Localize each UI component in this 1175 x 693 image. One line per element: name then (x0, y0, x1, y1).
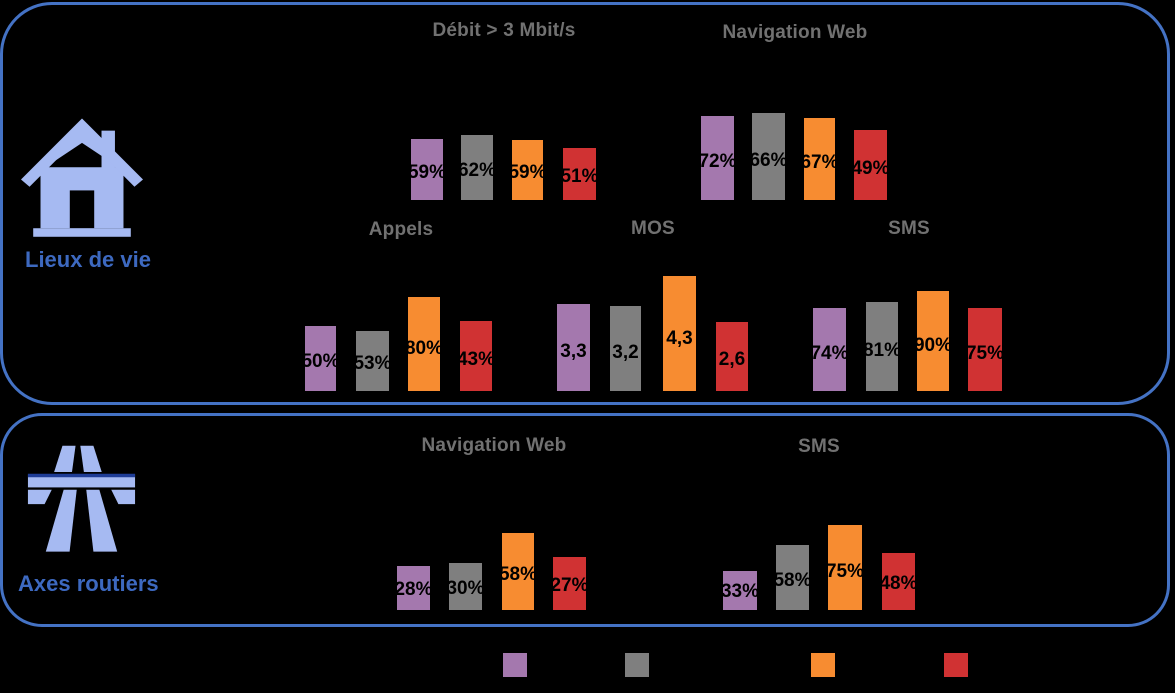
bar-value-label: 53% (353, 353, 392, 374)
bar-value-label: 90% (913, 335, 953, 356)
chart-group-title: Débit > 3 Mbit/s (432, 20, 576, 41)
bar: 67% (800, 118, 839, 200)
legend-swatch (625, 653, 649, 677)
bar-value-label: 58% (773, 569, 812, 591)
bar-value-label: 72% (698, 151, 737, 173)
bar: 80% (404, 297, 444, 391)
bar: 43% (456, 321, 496, 391)
bar: 58% (498, 533, 538, 610)
bar-value-label: 75% (825, 560, 865, 582)
bar-value-label: 59% (407, 161, 447, 183)
bar-value-label: 3,2 (612, 341, 639, 363)
bar-value-label: 50% (301, 350, 340, 372)
bar: 72% (698, 116, 737, 200)
bar: 30% (446, 563, 485, 610)
bar-value-label: 33% (720, 581, 760, 603)
chart-group-title: Navigation Web (722, 22, 868, 43)
bar: 49% (851, 130, 890, 200)
bar-value-label: 48% (879, 573, 918, 595)
bar-value-label: 43% (456, 348, 496, 370)
bar: 75% (965, 308, 1005, 391)
bar: 28% (394, 566, 433, 610)
house-icon (21, 118, 143, 237)
bar: 62% (457, 135, 497, 200)
bar-value-label: 62% (457, 159, 497, 181)
bar: 59% (508, 140, 547, 200)
bar: 2,6 (716, 322, 748, 391)
bar-value-label: 28% (394, 579, 433, 601)
bar: 4,3 (663, 276, 696, 391)
chart-group-title: Navigation Web (421, 435, 567, 456)
bar: 81% (862, 302, 902, 391)
bar: 66% (749, 113, 788, 200)
section-label-axes-routiers: Axes routiers (18, 571, 159, 596)
bar: 33% (720, 571, 760, 610)
bar: 51% (560, 148, 599, 200)
bar-value-label: 66% (749, 149, 788, 171)
bar-value-label: 80% (404, 337, 444, 359)
bar-value-label: 51% (560, 165, 599, 187)
chart-group-title: MOS (631, 218, 675, 239)
section-label-lieux-de-vie: Lieux de vie (25, 247, 151, 272)
legend-swatch (503, 653, 527, 677)
bar: 75% (825, 525, 865, 610)
bar-value-label: 30% (446, 577, 485, 599)
bar-value-label: 67% (800, 152, 839, 174)
chart-group-title: Appels (368, 219, 434, 240)
bar-value-label: 4,3 (666, 328, 693, 350)
bar: 27% (550, 557, 589, 610)
chart-group-title: SMS (888, 218, 930, 239)
bar-value-label: 58% (498, 564, 538, 586)
bar: 74% (810, 308, 849, 391)
bar: 3,3 (557, 304, 590, 391)
bar-value-label: 49% (851, 157, 890, 179)
bar: 90% (913, 291, 953, 391)
panel-axes-routiers (0, 413, 1170, 627)
chart-group-title: SMS (798, 436, 840, 457)
bar: 58% (773, 545, 812, 610)
bar: 3,2 (610, 306, 641, 391)
bar-value-label: 27% (550, 575, 589, 597)
bar-value-label: 3,3 (560, 340, 587, 362)
bar-value-label: 59% (508, 162, 547, 183)
legend-swatch (811, 653, 835, 677)
bar: 50% (301, 326, 340, 391)
bar: 53% (353, 331, 392, 391)
legend-swatch (944, 653, 968, 677)
bar-value-label: 2,6 (718, 348, 746, 370)
bar: 59% (407, 139, 447, 200)
bar-value-label: 75% (965, 342, 1005, 364)
bar: 48% (879, 553, 918, 610)
bar-value-label: 74% (810, 342, 849, 364)
bar-value-label: 81% (862, 339, 902, 361)
motorway-icon (27, 445, 136, 552)
panel-lieux-de-vie (0, 2, 1170, 405)
